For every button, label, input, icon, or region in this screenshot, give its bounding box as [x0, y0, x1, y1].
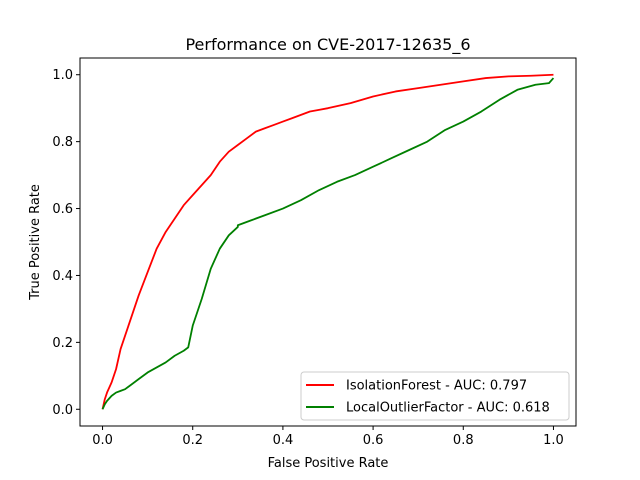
y-axis-label: True Positive Rate: [28, 184, 43, 301]
legend-box: [300, 371, 570, 421]
y-tick-label: 0.4: [52, 269, 73, 284]
series-layer: [101, 73, 555, 410]
x-tick-label: 0.6: [363, 433, 384, 448]
series-line-0: [101, 73, 554, 410]
series-line-1: [101, 77, 555, 410]
x-tick-label: 0.4: [273, 433, 294, 448]
chart-title: Performance on CVE-2017-12635_6: [185, 35, 470, 55]
legend: IsolationForest - AUC: 0.797 LocalOutlier…: [300, 371, 570, 421]
y-tick-label: 0.2: [52, 336, 73, 351]
y-tick-label: 0.0: [52, 403, 73, 418]
y-tick-label: 0.6: [52, 202, 73, 217]
y-tick-label: 1.0: [52, 68, 73, 83]
plot-area: [79, 57, 577, 427]
x-tick-label: 0.8: [453, 433, 474, 448]
x-axis-label: False Positive Rate: [268, 456, 389, 471]
x-axis: 0.0 0.2 0.4 0.6 0.8 1.0: [92, 426, 564, 448]
x-tick-label: 0.2: [182, 433, 203, 448]
legend-label: LocalOutlierFactor - AUC: 0.618: [346, 401, 550, 416]
y-axis: 0.0 0.2 0.4 0.6 0.8 1.0: [52, 68, 80, 418]
legend-label: IsolationForest - AUC: 0.797: [346, 379, 527, 394]
x-tick-label: 0.0: [92, 433, 113, 448]
y-tick-label: 0.8: [52, 135, 73, 150]
x-tick-label: 1.0: [543, 433, 564, 448]
